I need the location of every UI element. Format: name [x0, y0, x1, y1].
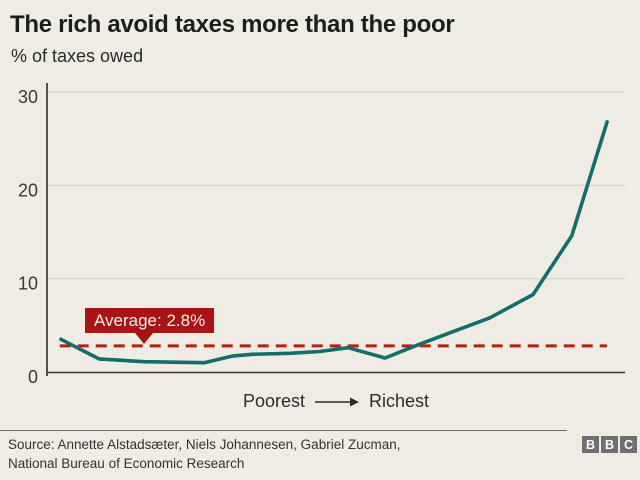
footer-divider [0, 430, 567, 431]
y-tick-label: 20 [18, 180, 38, 200]
x-axis-labels: Poorest Richest [47, 391, 625, 412]
y-tick-label: 30 [18, 87, 38, 107]
chart-subtitle: % of taxes owed [11, 46, 144, 66]
y-tick-label: 0 [28, 367, 38, 387]
source-attribution: Source: Annette Alstadsæter, Niels Johan… [8, 435, 400, 473]
average-annotation-pointer-icon [135, 333, 153, 344]
average-annotation-label: Average: 2.8% [94, 311, 206, 330]
source-line-1: Source: Annette Alstadsæter, Niels Johan… [8, 437, 401, 452]
average-annotation: Average: 2.8% [85, 308, 215, 344]
right-arrow-icon [315, 397, 359, 406]
bbc-logo-letter-c: C [620, 436, 637, 453]
x-axis-label-richest: Richest [369, 391, 430, 411]
y-tick-label: 10 [18, 274, 38, 294]
bbc-logo-letter-b1: B [582, 436, 599, 453]
bbc-logo-letter-b2: B [601, 436, 618, 453]
bbc-logo: B B C [582, 436, 637, 453]
source-line-2: National Bureau of Economic Research [8, 456, 245, 471]
footer: Source: Annette Alstadsæter, Niels Johan… [0, 430, 640, 480]
x-axis-label-poorest: Poorest [242, 391, 305, 411]
chart-title: The rich avoid taxes more than the poor [10, 11, 455, 38]
